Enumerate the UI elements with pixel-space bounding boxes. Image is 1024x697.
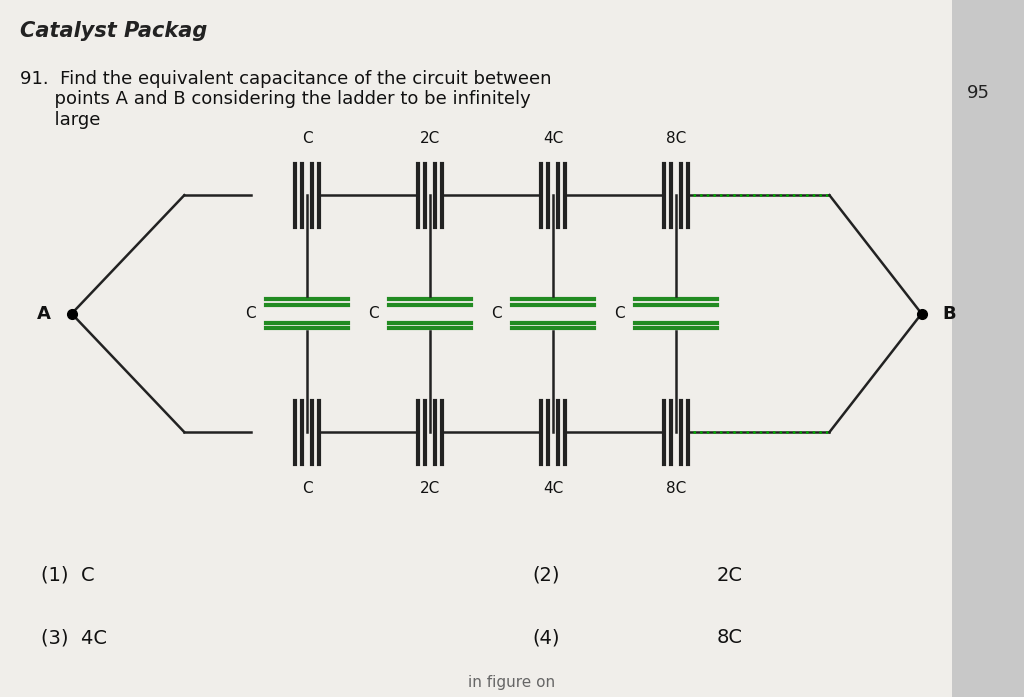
Text: (2): (2) (532, 565, 560, 585)
Text: 8C: 8C (666, 481, 686, 496)
Text: A: A (37, 305, 51, 323)
Text: 8C: 8C (717, 628, 742, 648)
FancyBboxPatch shape (0, 0, 952, 697)
Text: (3)  4C: (3) 4C (41, 628, 106, 648)
Text: C: C (492, 306, 502, 321)
Text: C: C (302, 481, 312, 496)
Text: (4): (4) (532, 628, 560, 648)
Text: C: C (302, 131, 312, 146)
Text: C: C (246, 306, 256, 321)
Text: 95: 95 (967, 84, 989, 102)
Text: 2C: 2C (420, 481, 440, 496)
Text: 4C: 4C (543, 481, 563, 496)
Text: Catalyst Packag: Catalyst Packag (20, 21, 208, 41)
FancyBboxPatch shape (952, 0, 1024, 697)
Text: in figure on: in figure on (468, 675, 556, 690)
Text: B: B (942, 305, 955, 323)
Text: 8C: 8C (666, 131, 686, 146)
Text: (1)  C: (1) C (41, 565, 94, 585)
Text: 2C: 2C (420, 131, 440, 146)
Text: 4C: 4C (543, 131, 563, 146)
Text: C: C (614, 306, 625, 321)
Text: 2C: 2C (717, 565, 742, 585)
Text: C: C (369, 306, 379, 321)
Text: 91.  Find the equivalent capacitance of the circuit between
      points A and B: 91. Find the equivalent capacitance of t… (20, 70, 552, 130)
